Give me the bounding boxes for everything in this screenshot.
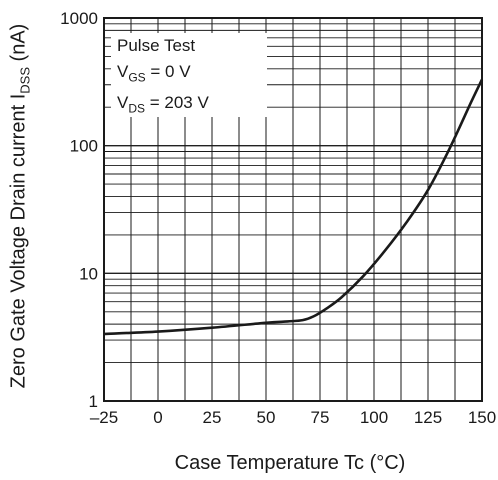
annotation-box: Pulse Test VGS = 0 V VDS = 203 V — [111, 33, 267, 117]
annotation-vds: VDS = 203 V — [117, 93, 209, 116]
x-tick-label: 50 — [257, 408, 276, 427]
annotation-vgs: VGS = 0 V — [117, 62, 191, 85]
y-tick-label: 100 — [70, 137, 98, 156]
y-tick-label: 1 — [89, 392, 98, 411]
x-tick-label: 100 — [360, 408, 388, 427]
x-tick-label: 75 — [311, 408, 330, 427]
x-tick-label: 25 — [203, 408, 222, 427]
plot-frame — [103, 17, 483, 402]
y-axis-label: Zero Gate Voltage Drain current IDSS (nA… — [7, 23, 33, 389]
y-tick-label: 10 — [79, 264, 98, 283]
chart-frame — [103, 17, 483, 402]
series-line — [103, 78, 484, 336]
x-tick-label: –25 — [90, 408, 118, 427]
x-tick-label: 150 — [468, 408, 496, 427]
y-tick-label: 1000 — [60, 9, 98, 28]
chart-ticks: –25 0 25 50 75 100 125 150 1 10 100 1000 — [60, 9, 496, 427]
chart-series — [103, 78, 484, 336]
x-axis-label: Case Temperature Tc (°C) — [174, 452, 406, 474]
x-tick-label: 0 — [153, 408, 162, 427]
x-tick-label: 125 — [414, 408, 442, 427]
annotation-pulse-test: Pulse Test — [117, 36, 196, 55]
